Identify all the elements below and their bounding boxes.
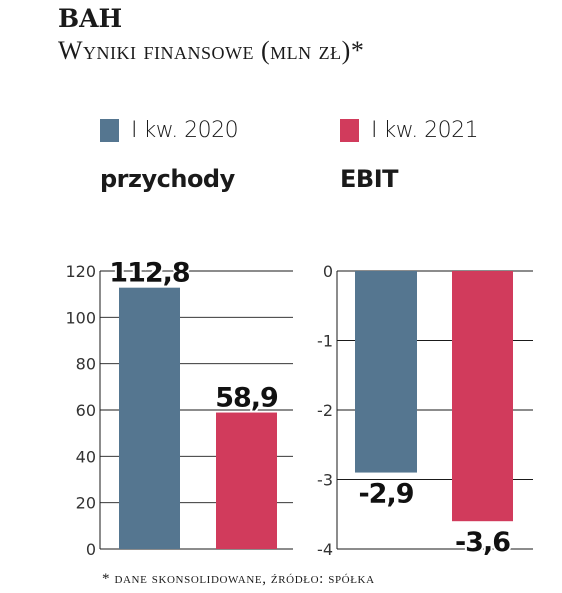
value-label-1-0: -2,9 — [358, 479, 413, 510]
y-tick-label-1-0: 0 — [323, 262, 333, 281]
y-tick-label-0-1: 20 — [76, 494, 96, 513]
y-tick-label-0-2: 40 — [76, 447, 96, 466]
y-tick-label-0-3: 60 — [76, 401, 96, 420]
value-label-1-1: -3,6 — [455, 527, 510, 558]
value-label-0-0: 112,8 — [109, 258, 190, 289]
panel-title-przychody: przychody — [100, 165, 235, 193]
y-tick-label-0-4: 80 — [76, 355, 96, 374]
y-tick-label-0-5: 100 — [65, 308, 96, 327]
legend-swatch-2020 — [100, 119, 119, 142]
bar-0-1 — [216, 412, 277, 549]
chart-subtitle: Wyniki finansowe (mln zł)* — [58, 36, 365, 65]
y-tick-label-0-0: 0 — [86, 540, 96, 559]
legend-label-2021: I kw. 2021 — [371, 118, 479, 143]
legend-item-2020: I kw. 2020 — [100, 118, 239, 143]
panel-title-ebit: EBIT — [340, 165, 399, 193]
y-tick-label-1-3: -3 — [317, 471, 333, 490]
legend-item-2021: I kw. 2021 — [340, 118, 479, 143]
bar-1-0 — [355, 271, 417, 473]
bar-0-0 — [119, 287, 180, 549]
footnote: * dane skonsolidowane, źródło: spółka — [102, 571, 375, 587]
y-tick-label-1-2: -2 — [317, 401, 333, 420]
value-label-0-1: 58,9 — [215, 383, 278, 414]
chart-title: BAH — [58, 4, 123, 33]
bar-1-1 — [452, 271, 513, 522]
y-tick-label-1-1: -1 — [317, 332, 333, 351]
legend-label-2020: I kw. 2020 — [131, 118, 239, 143]
legend-swatch-2021 — [340, 119, 359, 142]
ebit-chart-panel: 0 -1 -2 -3 -4 -2,9 -3,6 — [317, 262, 533, 560]
y-tick-label-1-4: -4 — [317, 540, 333, 559]
revenue-chart-panel: 0 20 40 60 80 100 120 112,8 58,9 — [65, 256, 293, 559]
y-tick-label-0-6: 120 — [65, 262, 96, 281]
